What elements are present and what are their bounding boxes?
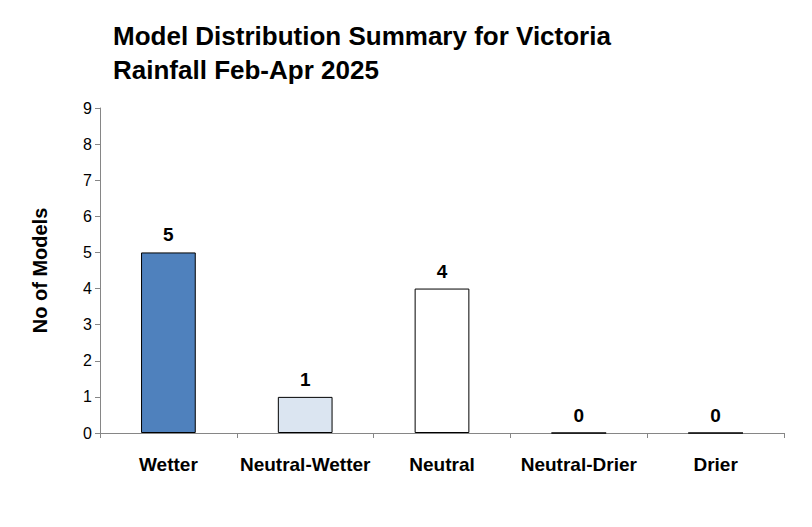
svg-text:0: 0 — [574, 405, 585, 426]
svg-text:5: 5 — [163, 224, 174, 245]
svg-text:6: 6 — [83, 208, 92, 225]
svg-text:Neutral-Wetter: Neutral-Wetter — [240, 454, 371, 475]
svg-text:Rainfall Feb-Apr 2025: Rainfall Feb-Apr 2025 — [113, 55, 379, 85]
svg-text:Model Distribution Summary for: Model Distribution Summary for Victoria — [113, 21, 611, 51]
svg-text:7: 7 — [83, 172, 92, 189]
svg-text:Drier: Drier — [693, 454, 738, 475]
svg-text:Wetter: Wetter — [139, 454, 198, 475]
svg-text:4: 4 — [83, 280, 92, 297]
svg-text:5: 5 — [83, 244, 92, 261]
svg-text:1: 1 — [300, 369, 311, 390]
svg-text:0: 0 — [83, 425, 92, 442]
svg-text:3: 3 — [83, 316, 92, 333]
svg-text:2: 2 — [83, 352, 92, 369]
svg-text:4: 4 — [437, 261, 448, 282]
svg-text:0: 0 — [710, 405, 721, 426]
svg-text:9: 9 — [83, 100, 92, 117]
svg-text:No of Models: No of Models — [29, 208, 51, 334]
svg-text:8: 8 — [83, 136, 92, 153]
svg-text:1: 1 — [83, 388, 92, 405]
svg-text:Neutral: Neutral — [409, 454, 474, 475]
svg-text:Neutral-Drier: Neutral-Drier — [521, 454, 638, 475]
